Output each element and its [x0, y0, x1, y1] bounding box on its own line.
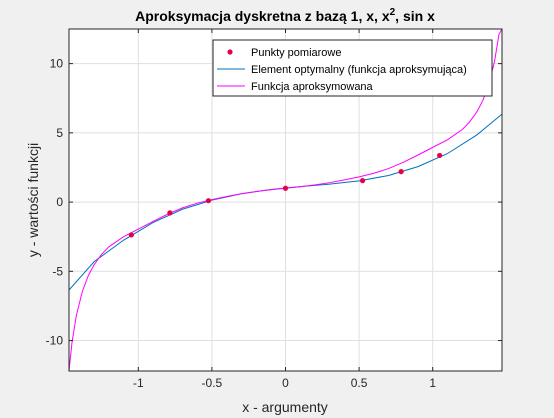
chart-title-suffix: , sin x [395, 8, 435, 24]
chart-title: Aproksymacja dyskretna z bazą 1, x, x2, … [135, 7, 435, 24]
x-tick-label: 0.5 [351, 376, 368, 390]
data-point [282, 185, 289, 191]
legend-label-approx: Element optymalny (funkcja aproksymująca… [251, 64, 467, 76]
y-tick-label: -5 [52, 264, 63, 278]
ticks: -1 -0.5 0 0.5 1 -10 -5 0 5 10 [46, 29, 502, 390]
y-tick-label: 10 [50, 57, 64, 71]
x-axis-label: x - argumenty [242, 399, 328, 415]
legend-label-points: Punkty pomiarowe [251, 47, 342, 59]
legend-label-target: Funkcja aproksymowana [251, 81, 374, 93]
legend-box [212, 39, 493, 97]
y-axis-label: y - wartości funkcji [25, 143, 41, 257]
y-tick-label: 0 [56, 195, 63, 209]
series-layer [69, 29, 502, 371]
x-tick-label: -1 [133, 376, 144, 390]
x-tick-label: 0 [282, 376, 289, 390]
data-point [437, 152, 443, 159]
data-point [167, 210, 173, 216]
y-tick-label: -10 [46, 334, 64, 348]
data-point [205, 198, 212, 204]
chart-title-main: Aproksymacja dyskretna z bazą 1, x, x [135, 8, 390, 24]
y-tick-label: 5 [56, 126, 63, 140]
data-point [128, 232, 134, 238]
legend-marker-points [227, 49, 233, 55]
data-point [398, 169, 404, 175]
x-tick-label: 1 [429, 376, 436, 390]
legend: Punkty pomiarowe Element optymalny (funk… [212, 39, 493, 97]
data-point [359, 178, 366, 184]
chart-title-superscript: 2 [390, 7, 396, 18]
x-tick-label: -0.5 [202, 376, 223, 390]
